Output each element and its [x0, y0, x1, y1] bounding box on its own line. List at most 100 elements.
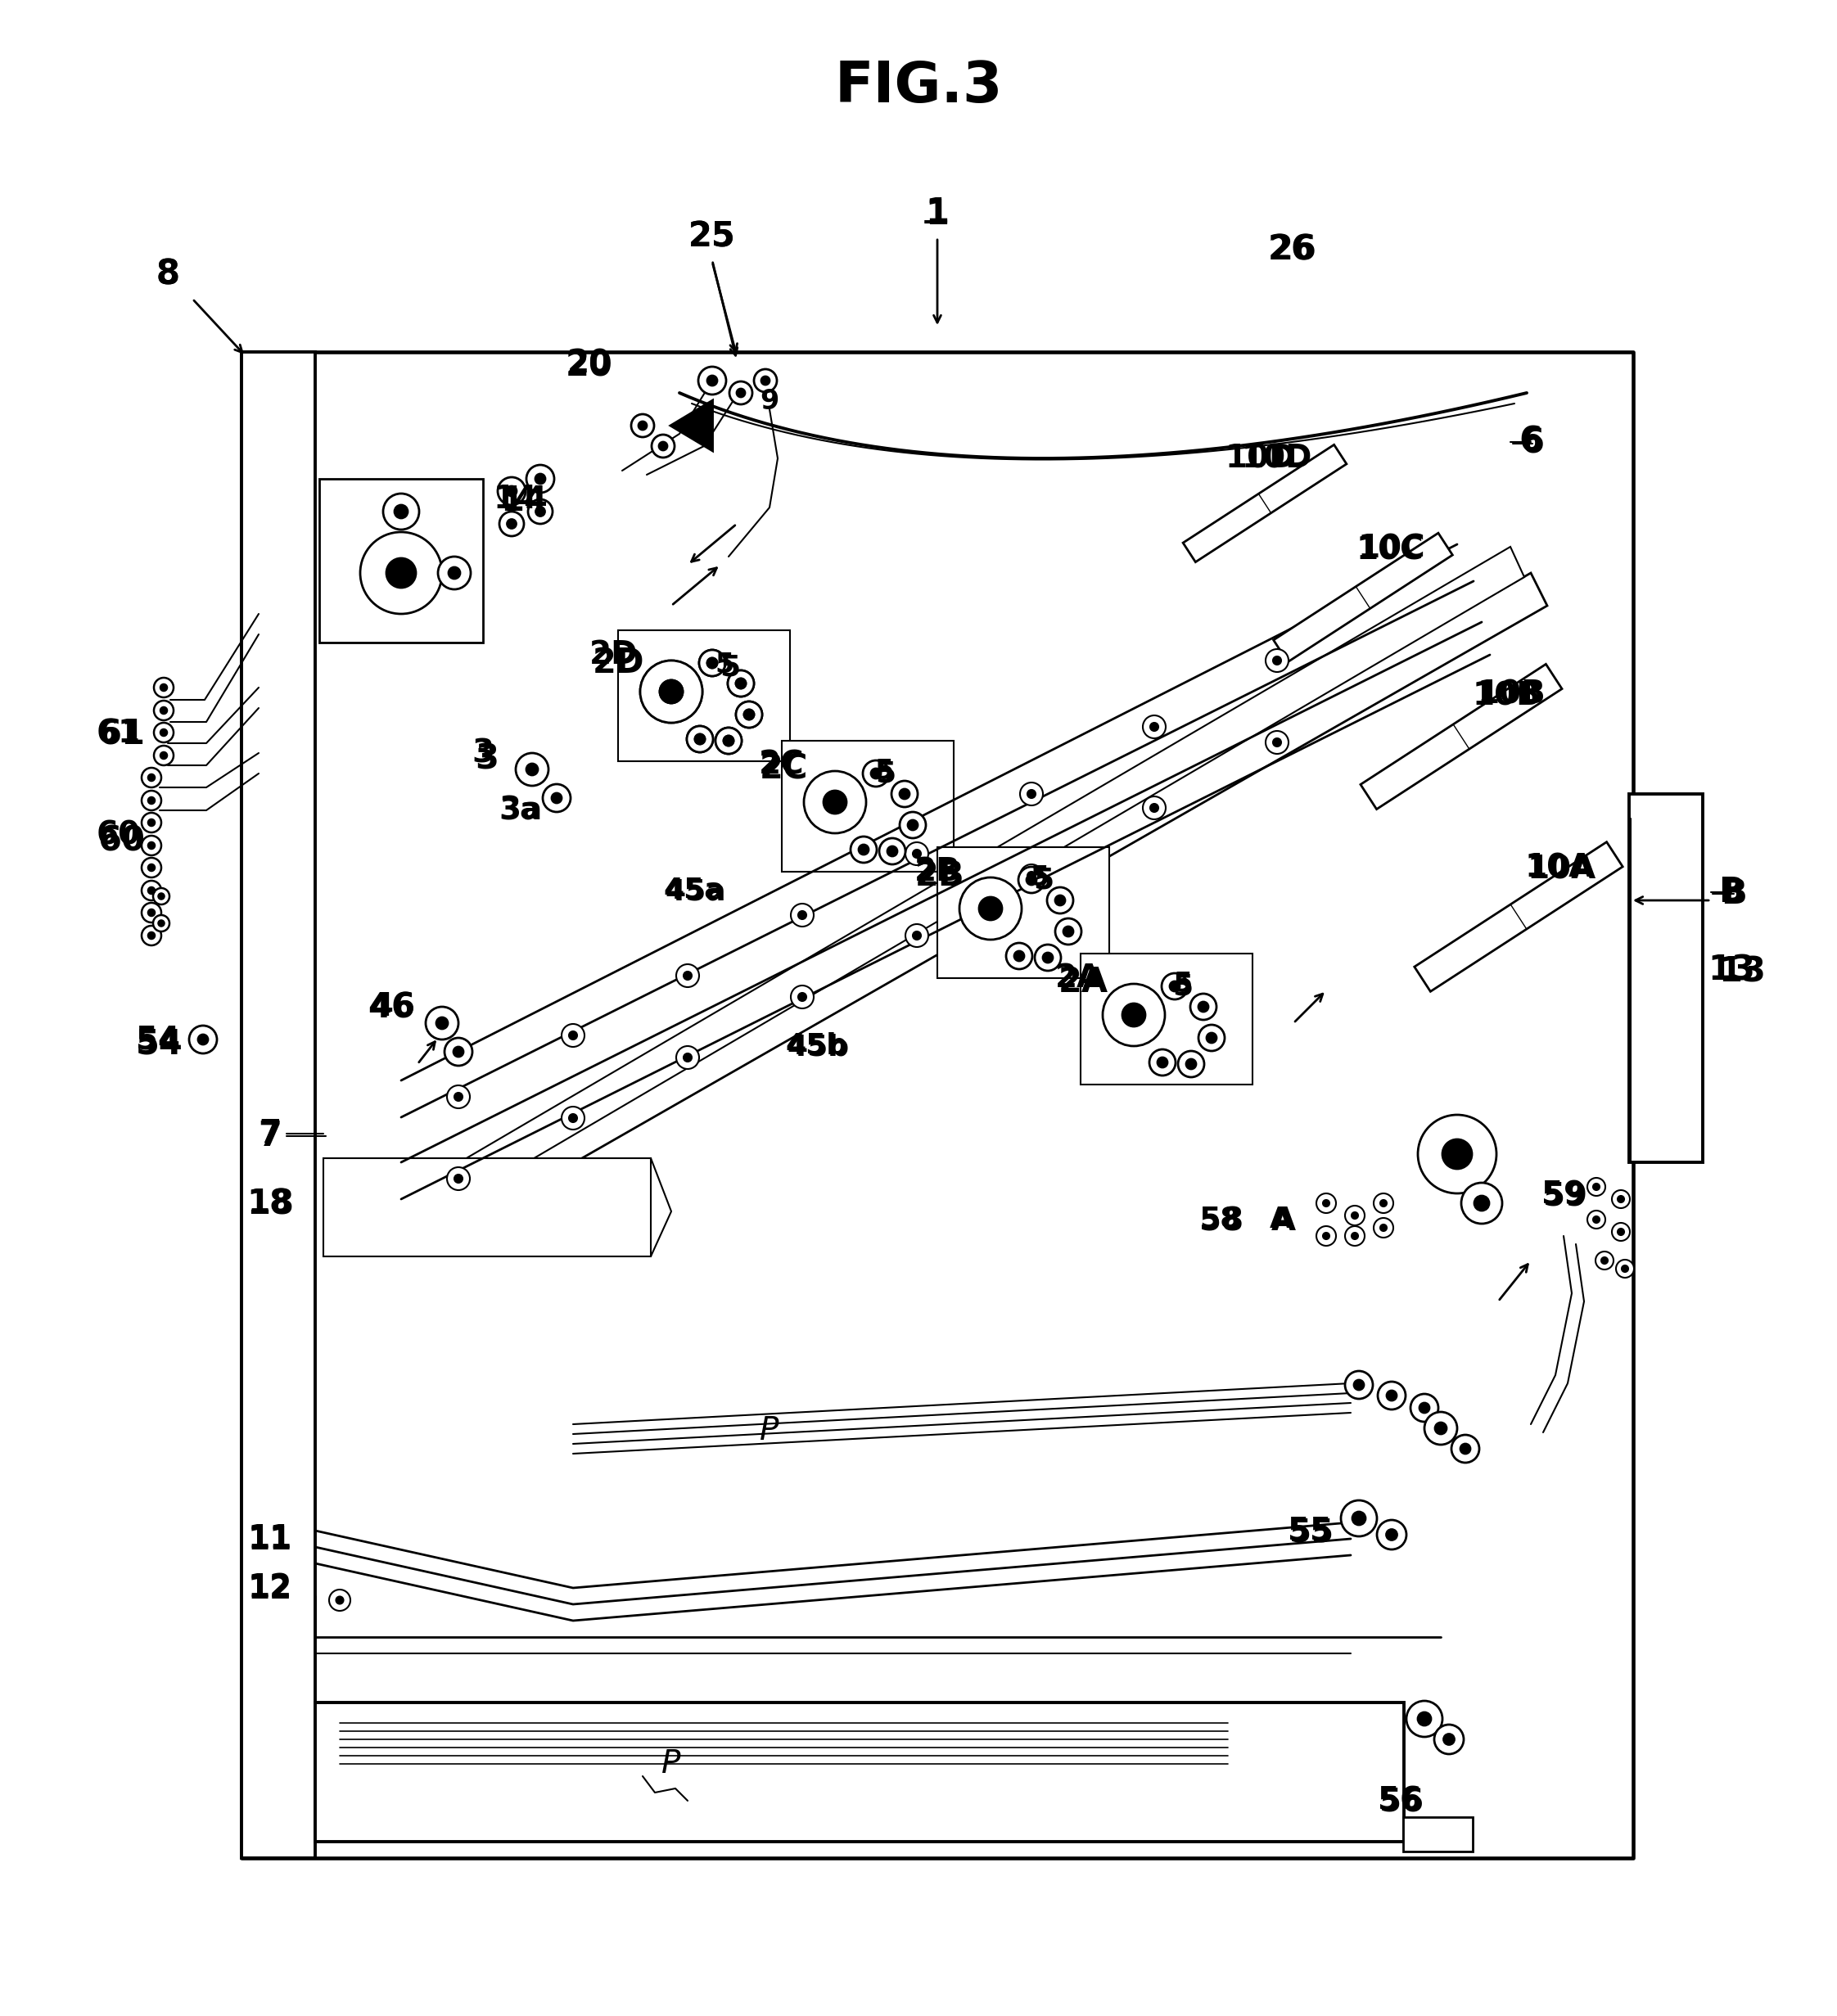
Circle shape [1611, 1189, 1629, 1208]
Circle shape [744, 710, 753, 720]
Circle shape [761, 377, 770, 385]
Circle shape [737, 702, 762, 728]
Circle shape [158, 893, 163, 899]
Circle shape [729, 381, 753, 405]
Circle shape [1411, 1393, 1438, 1421]
Circle shape [698, 367, 726, 395]
Circle shape [1352, 1232, 1358, 1240]
Circle shape [727, 671, 753, 698]
Circle shape [687, 726, 713, 752]
Circle shape [687, 726, 713, 752]
Circle shape [1034, 946, 1062, 972]
Polygon shape [1183, 446, 1347, 562]
Text: 9: 9 [761, 387, 779, 415]
Circle shape [360, 532, 443, 615]
Circle shape [1317, 1193, 1335, 1214]
Text: 10B: 10B [1477, 679, 1545, 710]
Circle shape [900, 788, 909, 798]
Circle shape [1102, 984, 1165, 1046]
Circle shape [694, 734, 705, 744]
Circle shape [1460, 1183, 1503, 1224]
Text: 18: 18 [246, 1187, 294, 1222]
Circle shape [160, 752, 167, 758]
Circle shape [446, 1167, 470, 1189]
Circle shape [386, 558, 415, 589]
Circle shape [1020, 865, 1043, 887]
Circle shape [891, 780, 918, 806]
Circle shape [198, 1034, 208, 1044]
Bar [323, 1159, 650, 1256]
Text: 54: 54 [136, 1024, 180, 1054]
Circle shape [1374, 1218, 1392, 1238]
Circle shape [1198, 1002, 1209, 1012]
Circle shape [1020, 782, 1043, 806]
Text: 46: 46 [367, 992, 415, 1026]
Circle shape [1323, 1232, 1330, 1240]
Circle shape [1420, 1403, 1429, 1413]
Text: 12: 12 [248, 1572, 292, 1603]
Circle shape [753, 369, 777, 391]
Circle shape [1266, 649, 1288, 671]
Text: 8: 8 [156, 256, 180, 292]
Circle shape [727, 671, 753, 698]
Text: 55: 55 [1290, 1516, 1334, 1548]
Circle shape [1054, 919, 1082, 946]
Circle shape [141, 857, 162, 877]
Text: 59: 59 [1543, 1181, 1587, 1212]
Text: 6: 6 [1519, 425, 1543, 460]
Circle shape [149, 865, 154, 871]
Circle shape [1345, 1371, 1372, 1399]
Circle shape [1143, 796, 1166, 818]
Circle shape [527, 500, 553, 524]
Circle shape [536, 508, 546, 516]
Circle shape [445, 1038, 472, 1066]
Polygon shape [617, 631, 790, 762]
Circle shape [1352, 1212, 1358, 1220]
Text: 7: 7 [259, 1119, 283, 1153]
Circle shape [1064, 927, 1073, 935]
Bar [241, 353, 316, 1859]
Text: 10D: 10D [1242, 444, 1312, 474]
Circle shape [141, 881, 162, 901]
Circle shape [1150, 804, 1159, 812]
Circle shape [659, 679, 683, 704]
Bar [1403, 1816, 1473, 1851]
Text: 2A: 2A [1058, 966, 1108, 1000]
Circle shape [500, 512, 524, 536]
Circle shape [823, 790, 847, 814]
Text: 2A: 2A [1056, 962, 1102, 994]
Circle shape [1273, 657, 1280, 665]
Text: 59: 59 [1541, 1179, 1585, 1210]
Circle shape [154, 702, 173, 720]
Circle shape [1027, 875, 1036, 885]
Circle shape [700, 649, 726, 675]
Text: 26: 26 [1268, 232, 1315, 266]
Text: 58: 58 [1200, 1206, 1240, 1234]
Circle shape [1380, 1224, 1387, 1232]
Circle shape [1178, 1050, 1205, 1077]
Circle shape [448, 566, 459, 579]
Circle shape [1354, 1381, 1363, 1389]
Circle shape [160, 683, 167, 691]
Circle shape [707, 657, 716, 667]
Circle shape [454, 1175, 463, 1183]
Circle shape [1618, 1228, 1624, 1236]
Text: 3a: 3a [500, 794, 542, 827]
Text: 56: 56 [1378, 1786, 1422, 1816]
Circle shape [1407, 1702, 1442, 1738]
Circle shape [1323, 1200, 1330, 1206]
Text: 3: 3 [476, 742, 500, 776]
Circle shape [1150, 1050, 1176, 1075]
Circle shape [863, 760, 889, 786]
Text: 25: 25 [689, 220, 737, 254]
Text: 14: 14 [494, 484, 538, 514]
Circle shape [160, 708, 167, 714]
Text: 10A: 10A [1525, 853, 1595, 883]
Circle shape [1054, 895, 1065, 905]
Text: P: P [661, 1748, 682, 1780]
Circle shape [906, 843, 928, 865]
Circle shape [454, 1093, 463, 1101]
Text: 61: 61 [97, 718, 141, 750]
Circle shape [149, 931, 154, 939]
Text: 8: 8 [156, 256, 180, 292]
